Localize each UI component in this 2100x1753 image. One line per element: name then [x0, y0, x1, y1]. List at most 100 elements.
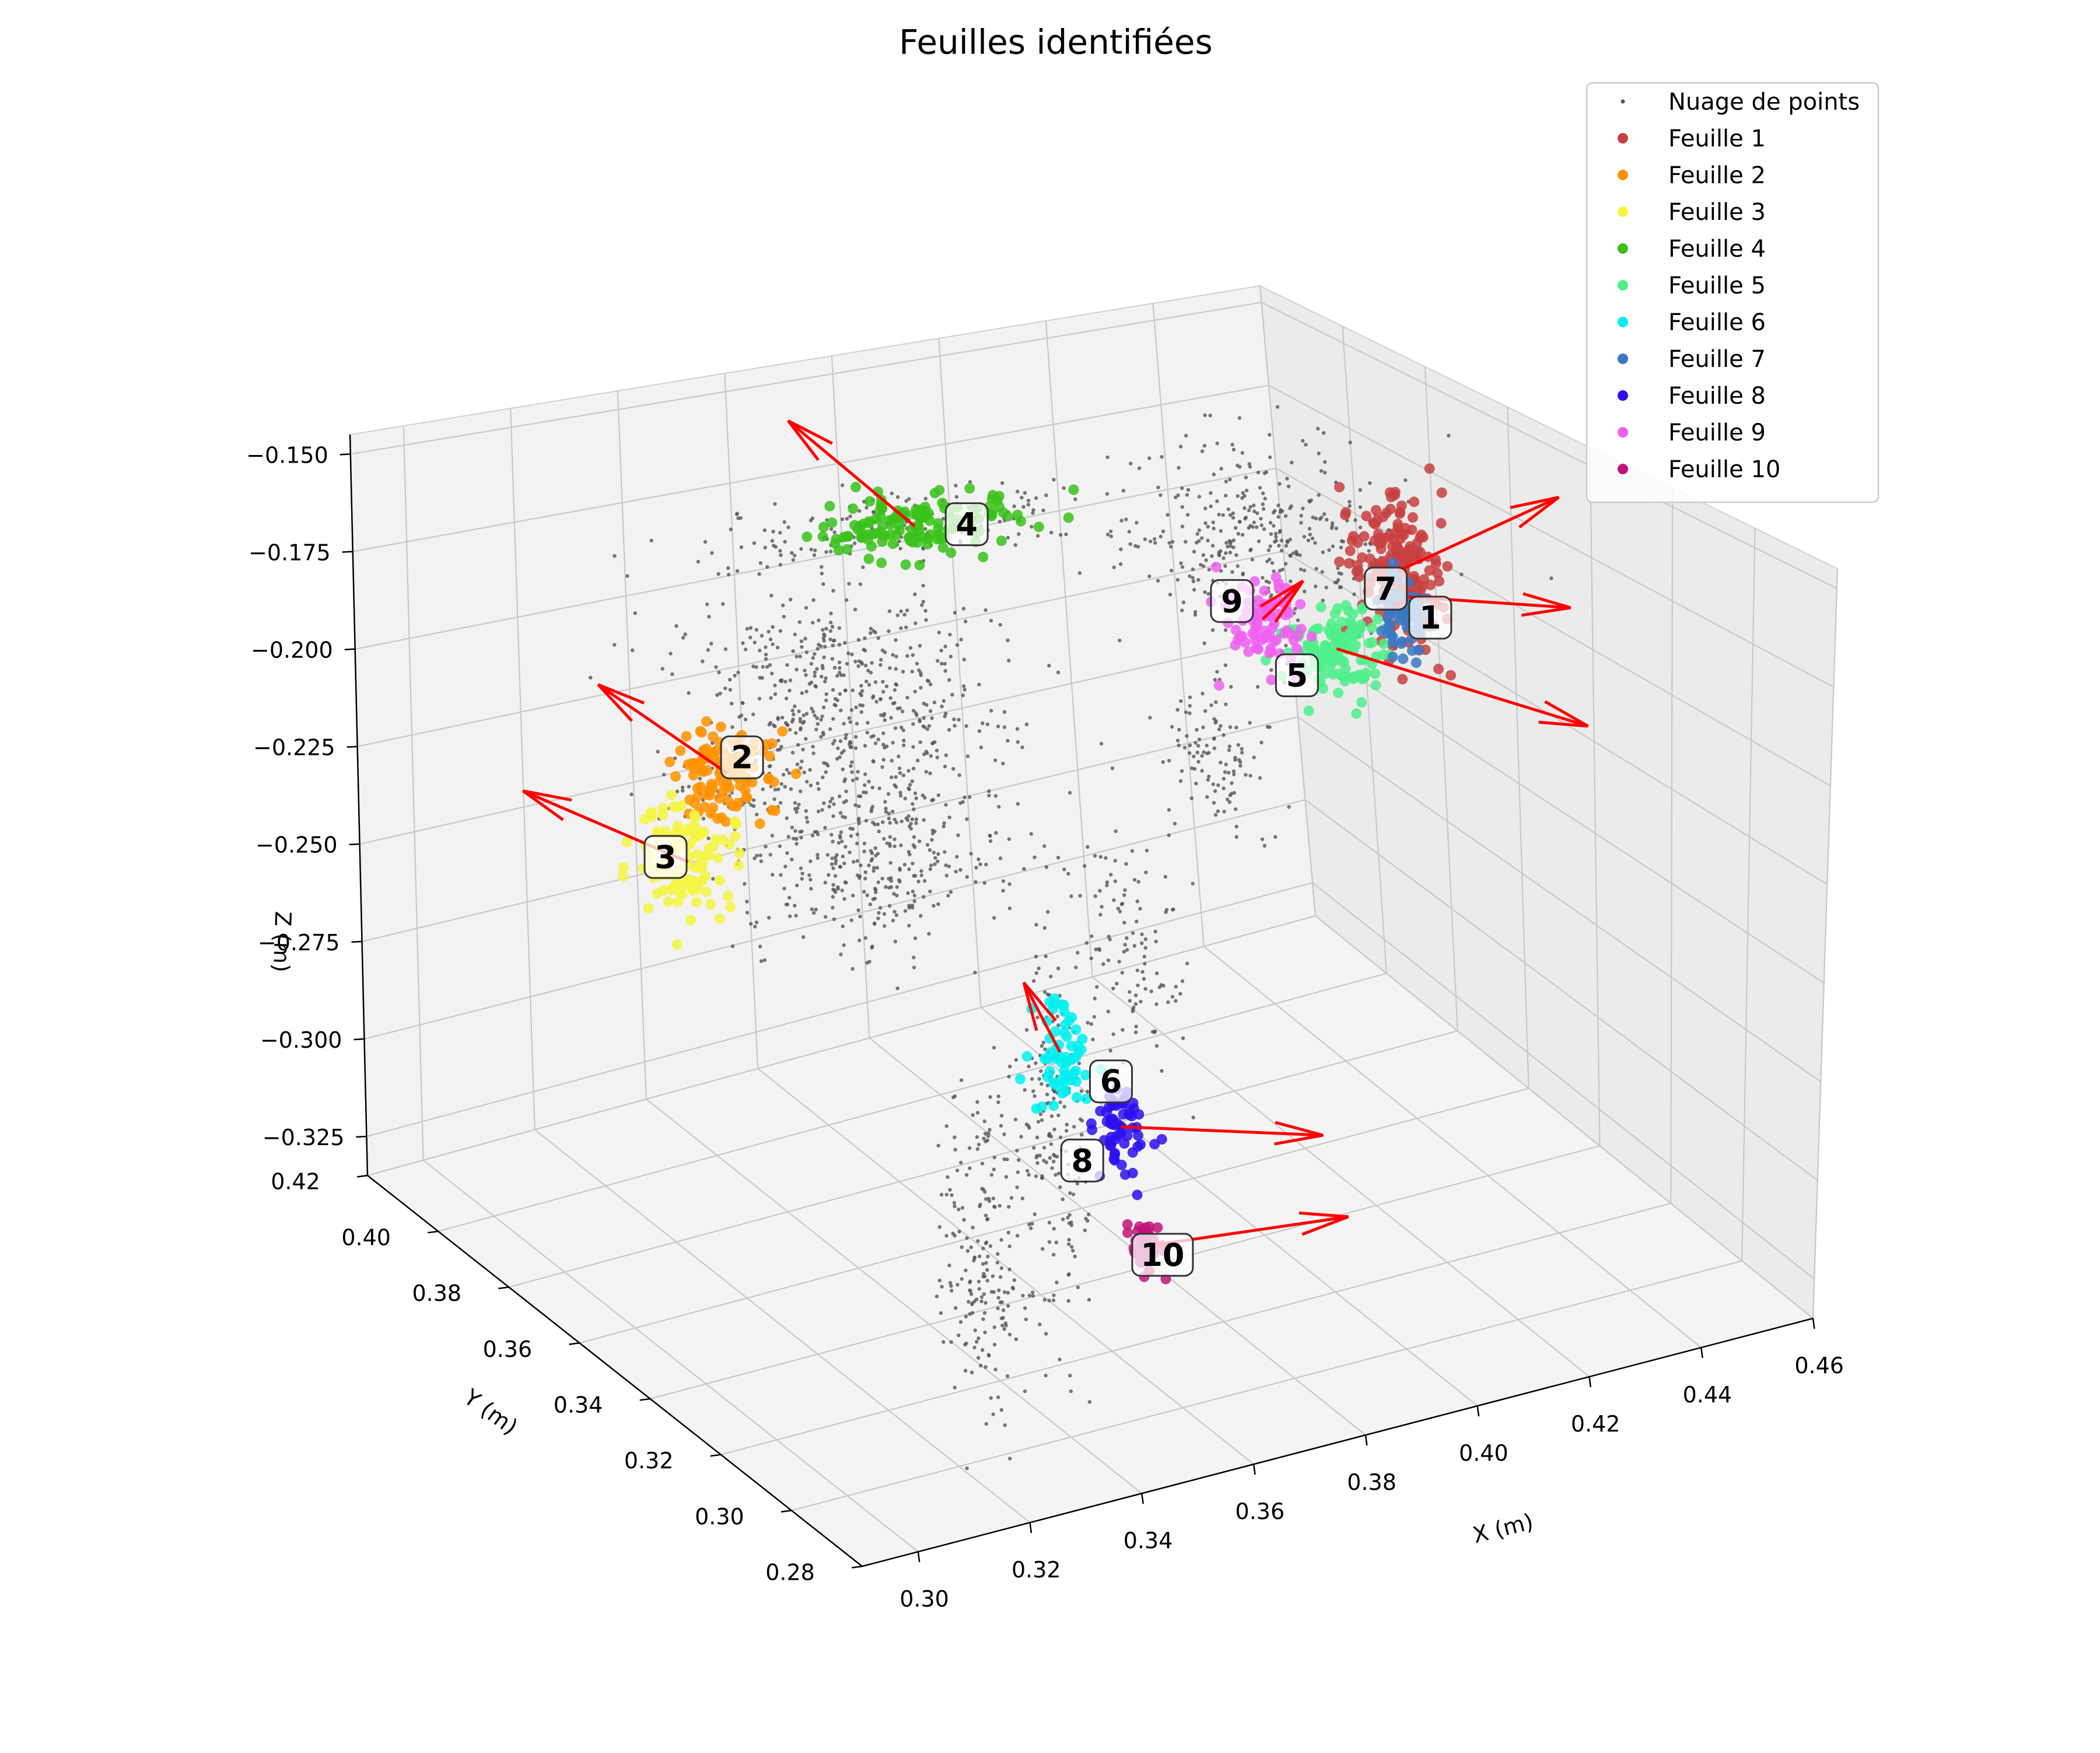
normal-vector-head-5 [787, 419, 833, 461]
cloud-point [760, 676, 764, 680]
cloud-point [1286, 484, 1291, 488]
cloud-point [796, 743, 800, 747]
cloud-point [951, 1231, 955, 1236]
cloud-point [894, 638, 898, 642]
cloud-point [1134, 1030, 1138, 1034]
cloud-point [983, 1274, 987, 1279]
cloud-point [910, 817, 915, 821]
leaf-2-point [766, 804, 778, 816]
cloud-point [1027, 1173, 1031, 1177]
cloud-point [1002, 1157, 1006, 1161]
cloud-point [857, 821, 862, 825]
cloud-point [980, 1161, 985, 1166]
cloud-point [743, 881, 747, 886]
cloud-point [832, 739, 837, 743]
cloud-point [884, 744, 889, 748]
z-tick-3-label: −0.250 [256, 832, 338, 858]
cloud-point [839, 708, 843, 713]
cloud-point [803, 669, 807, 673]
cloud-point [835, 674, 839, 678]
cloud-point [992, 1325, 997, 1329]
cloud-point [794, 842, 799, 846]
leaf-8-point [1105, 1132, 1116, 1142]
cloud-point [894, 775, 898, 779]
cloud-point [1279, 548, 1284, 553]
cloud-point [1121, 1028, 1125, 1032]
cloud-point [1215, 670, 1219, 674]
cloud-point [1167, 808, 1171, 812]
cloud-point [706, 837, 710, 841]
grid-line-y-floor-3 [650, 1145, 1600, 1399]
cloud-point [735, 569, 740, 573]
leaf-1-point [1413, 579, 1424, 590]
cloud-point [1236, 463, 1240, 468]
cloud-point [1169, 545, 1173, 549]
cloud-point [1065, 1122, 1069, 1126]
cloud-point [1020, 746, 1024, 750]
cloud-point [911, 709, 916, 713]
cloud-point [839, 673, 844, 677]
cloud-point [963, 795, 967, 800]
grid-line-y-floor-6 [438, 972, 1387, 1232]
cloud-point [820, 565, 824, 569]
leaf-3-point [718, 834, 729, 845]
cloud-point [723, 647, 728, 652]
cloud-point [1098, 855, 1103, 859]
cloud-point [841, 924, 845, 929]
leaf-4-point [1002, 510, 1013, 522]
cloud-point [1231, 769, 1236, 774]
cloud-point [863, 876, 867, 881]
cloud-point [887, 811, 891, 816]
cloud-point [1306, 538, 1311, 543]
cloud-point [809, 547, 813, 552]
cloud-point [865, 893, 869, 897]
cloud-point [876, 916, 880, 921]
cloud-point [865, 730, 870, 735]
grid-line-x-floor-3 [757, 1068, 1254, 1465]
cloud-point [883, 650, 887, 655]
cloud-point [902, 613, 907, 617]
cloud-point [1121, 488, 1126, 493]
cloud-point [1112, 898, 1116, 902]
cloud-point [1087, 1400, 1092, 1404]
cloud-point [821, 628, 825, 632]
cloud-point [916, 879, 921, 884]
cloud-point [1161, 529, 1166, 533]
cloud-point [925, 727, 930, 732]
cloud-point [1314, 585, 1318, 589]
cloud-point [844, 789, 848, 793]
cloud-point [977, 1142, 981, 1147]
cloud-point [1244, 475, 1248, 480]
cloud-point [838, 739, 843, 743]
cloud-point [794, 731, 798, 735]
leaf-6-point [1044, 996, 1055, 1007]
cloud-point [905, 608, 909, 613]
cloud-point [1143, 946, 1148, 950]
cloud-point [748, 635, 752, 640]
cloud-point [649, 538, 653, 543]
cloud-point [890, 491, 894, 495]
cloud-point [1144, 870, 1148, 874]
cloud-point [1142, 977, 1146, 981]
cloud-point [1066, 872, 1070, 876]
cloud-point [824, 550, 828, 554]
cloud-point [1031, 511, 1035, 515]
x-tick-8-label: 0.46 [1794, 1353, 1844, 1378]
cloud-point [1113, 879, 1118, 883]
cloud-point [853, 607, 858, 612]
cloud-point [1007, 1205, 1011, 1209]
cloud-point [992, 916, 996, 920]
cloud-point [776, 739, 780, 743]
cloud-point [1184, 540, 1188, 544]
cloud-point [1319, 469, 1324, 473]
cloud-point [790, 825, 794, 830]
cloud-point [1021, 1293, 1025, 1298]
cloud-point [1079, 1089, 1084, 1093]
leaf-9-point [1292, 643, 1303, 655]
leaf-2-point [717, 786, 728, 797]
cloud-point [1294, 550, 1298, 554]
cloud-point [1109, 529, 1113, 534]
cloud-point [1058, 1100, 1062, 1104]
leaf-5-point [1339, 676, 1350, 687]
cloud-point [791, 649, 795, 653]
